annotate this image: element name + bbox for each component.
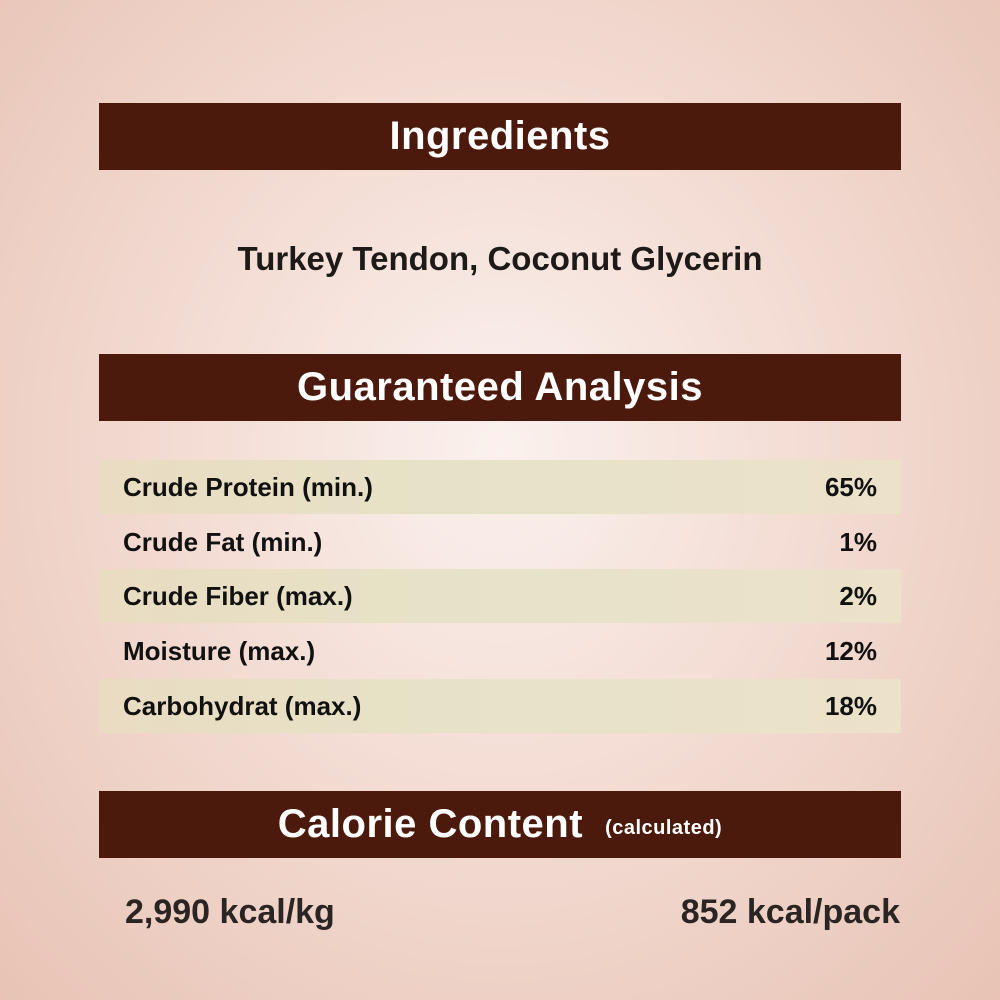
row-label: Crude Protein (min.) [123, 471, 373, 502]
calorie-per-pack: 852 kcal/pack [680, 893, 900, 931]
analysis-row: Crude Fat (min.) 1% [99, 515, 901, 569]
analysis-row: Carbohydrat (max.) 18% [99, 679, 901, 733]
row-value: 2% [839, 580, 877, 611]
row-value: 18% [824, 690, 877, 721]
analysis-heading: Guaranteed Analysis [297, 365, 703, 409]
analysis-row: Crude Protein (min.) 65% [99, 460, 901, 514]
calorie-note: (calculated) [605, 817, 723, 839]
calorie-heading: Calorie Content [277, 802, 584, 846]
ingredients-header: Ingredients [99, 103, 901, 170]
analysis-header: Guaranteed Analysis [99, 354, 901, 421]
calorie-per-kg: 2,990 kcal/kg [125, 893, 335, 931]
row-value: 65% [824, 471, 877, 502]
calorie-header: Calorie Content (calculated) [99, 791, 901, 858]
row-label: Moisture (max.) [123, 635, 316, 666]
row-label: Crude Fiber (max.) [123, 580, 353, 611]
ingredients-heading: Ingredients [389, 114, 611, 158]
analysis-row: Crude Fiber (max.) 2% [99, 569, 901, 623]
row-label: Carbohydrat (max.) [123, 690, 362, 721]
row-value: 12% [824, 635, 877, 666]
analysis-row: Moisture (max.) 12% [99, 624, 901, 678]
row-label: Crude Fat (min.) [123, 526, 323, 557]
row-value: 1% [839, 526, 877, 557]
ingredients-text: Turkey Tendon, Coconut Glycerin [237, 240, 763, 277]
